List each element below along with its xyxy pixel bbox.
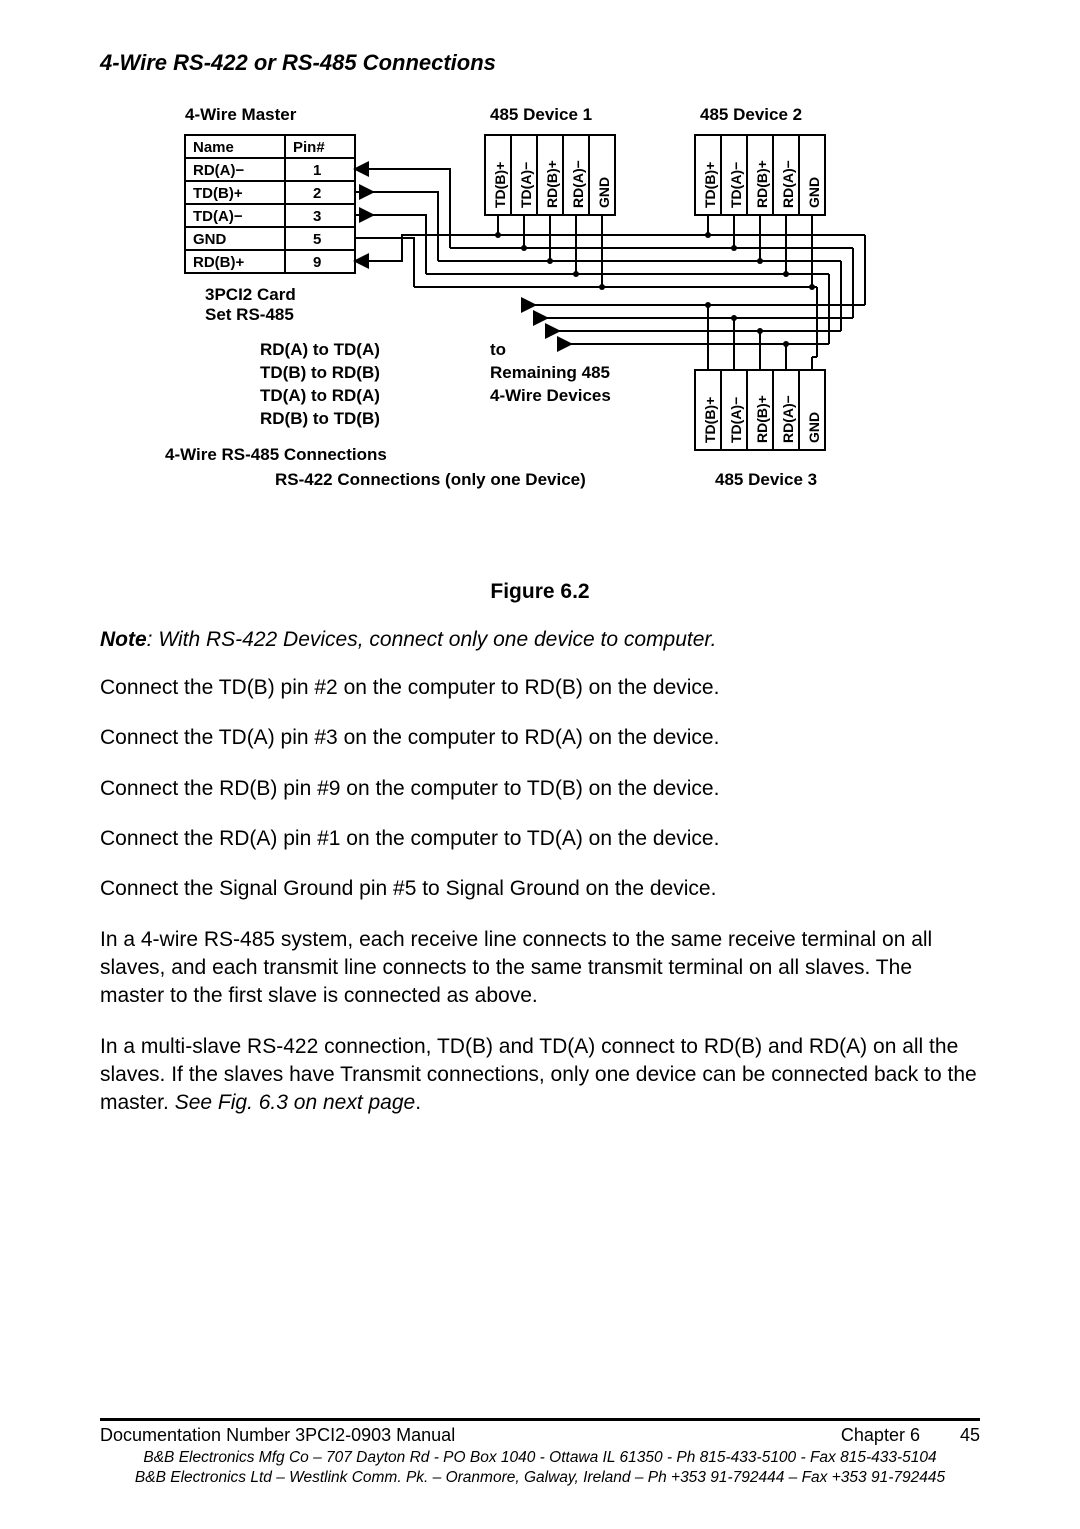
svg-text:GND: GND: [596, 177, 612, 208]
svg-text:TD(A)−: TD(A)−: [518, 162, 534, 208]
svg-text:RD(B)+: RD(B)+: [544, 160, 560, 208]
see-fig: See Fig. 6.3 on next page: [175, 1091, 416, 1114]
para-2: Connect the TD(A) pin #3 on the computer…: [100, 724, 980, 752]
svg-text:GND: GND: [193, 231, 227, 248]
wiring-diagram: 4-Wire Master Name Pin# RD(A)− 1 TD(B)+ …: [155, 100, 925, 560]
footer-top: Documentation Number 3PCI2-0903 Manual C…: [100, 1425, 980, 1446]
para-3: Connect the RD(B) pin #9 on the computer…: [100, 775, 980, 803]
svg-text:Set RS-485: Set RS-485: [205, 305, 294, 324]
svg-text:1: 1: [313, 162, 321, 179]
footer-addr1: B&B Electronics Mfg Co – 707 Dayton Rd -…: [100, 1448, 980, 1467]
device-3: TD(B)+ TD(A)− RD(B)+ RD(A)− GND: [695, 370, 825, 450]
device-2: TD(B)+ TD(A)− RD(B)+ RD(A)− GND: [695, 135, 825, 215]
svg-text:Remaining 485: Remaining 485: [490, 363, 610, 382]
svg-text:RD(A) to TD(A): RD(A) to TD(A): [260, 340, 380, 359]
para-7: In a multi-slave RS-422 connection, TD(B…: [100, 1033, 980, 1118]
note-line: Note: With RS-422 Devices, connect only …: [100, 628, 980, 652]
svg-text:5: 5: [313, 231, 321, 248]
svg-text:RD(A)−: RD(A)−: [780, 160, 796, 208]
svg-text:485 Device 1: 485 Device 1: [490, 105, 592, 124]
page-footer: Documentation Number 3PCI2-0903 Manual C…: [100, 1418, 980, 1487]
device-1: TD(B)+ TD(A)− RD(B)+ RD(A)− GND: [485, 135, 615, 215]
svg-text:RD(A)−: RD(A)−: [193, 162, 244, 179]
svg-text:TD(A)−: TD(A)−: [193, 208, 243, 225]
master-table: Name Pin# RD(A)− 1 TD(B)+ 2 TD(A)− 3 GND…: [185, 135, 355, 273]
svg-text:RS-422 Connections (only one D: RS-422 Connections (only one Device): [275, 470, 586, 489]
footer-addr2: B&B Electronics Ltd – Westlink Comm. Pk.…: [100, 1468, 980, 1487]
svg-text:4-Wire RS-485 Connections: 4-Wire RS-485 Connections: [165, 445, 387, 464]
svg-text:GND: GND: [806, 412, 822, 443]
svg-text:TD(B) to RD(B): TD(B) to RD(B): [260, 363, 380, 382]
svg-text:GND: GND: [806, 177, 822, 208]
svg-text:485 Device 3: 485 Device 3: [715, 470, 817, 489]
svg-text:TD(A) to RD(A): TD(A) to RD(A): [260, 386, 380, 405]
svg-text:3PCI2 Card: 3PCI2 Card: [205, 285, 296, 304]
svg-text:to: to: [490, 340, 506, 359]
svg-text:TD(A)−: TD(A)−: [728, 162, 744, 208]
footer-doc: Documentation Number 3PCI2-0903 Manual: [100, 1425, 801, 1446]
svg-text:Name: Name: [193, 139, 234, 156]
para-5: Connect the Signal Ground pin #5 to Sign…: [100, 875, 980, 903]
svg-text:3: 3: [313, 208, 321, 225]
svg-text:TD(A)−: TD(A)−: [728, 397, 744, 443]
para-4: Connect the RD(A) pin #1 on the computer…: [100, 825, 980, 853]
svg-text:9: 9: [313, 254, 321, 271]
svg-text:TD(B)+: TD(B)+: [492, 162, 508, 208]
svg-text:TD(B)+: TD(B)+: [702, 162, 718, 208]
figure-caption: Figure 6.2: [100, 580, 980, 604]
svg-text:RD(B)+: RD(B)+: [754, 160, 770, 208]
note-body: : With RS-422 Devices, connect only one …: [147, 628, 717, 651]
svg-text:TD(B)+: TD(B)+: [193, 185, 243, 202]
svg-text:RD(B)+: RD(B)+: [193, 254, 244, 271]
diagram-svg: 4-Wire Master Name Pin# RD(A)− 1 TD(B)+ …: [155, 100, 925, 560]
footer-rule: [100, 1418, 980, 1421]
svg-text:TD(B)+: TD(B)+: [702, 397, 718, 443]
svg-text:485 Device 2: 485 Device 2: [700, 105, 802, 124]
svg-text:4-Wire Devices: 4-Wire Devices: [490, 386, 611, 405]
note-label: Note: [100, 628, 147, 651]
svg-text:2: 2: [313, 185, 321, 202]
svg-text:RD(B) to TD(B): RD(B) to TD(B): [260, 409, 380, 428]
para-7-period: .: [415, 1091, 421, 1114]
section-title: 4-Wire RS-422 or RS-485 Connections: [100, 50, 980, 76]
svg-text:RD(B)+: RD(B)+: [754, 395, 770, 443]
footer-chapter: Chapter 6: [801, 1425, 960, 1446]
footer-page: 45: [960, 1425, 980, 1446]
svg-text:RD(A)−: RD(A)−: [570, 160, 586, 208]
svg-text:Pin#: Pin#: [293, 139, 325, 156]
para-6: In a 4-wire RS-485 system, each receive …: [100, 926, 980, 1011]
master-title: 4-Wire Master: [185, 105, 297, 124]
para-1: Connect the TD(B) pin #2 on the computer…: [100, 674, 980, 702]
svg-text:RD(A)−: RD(A)−: [780, 395, 796, 443]
